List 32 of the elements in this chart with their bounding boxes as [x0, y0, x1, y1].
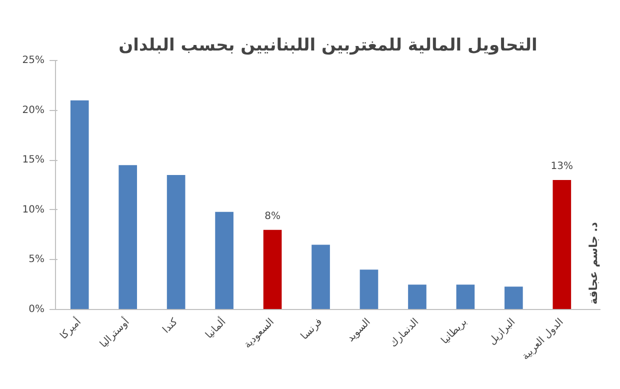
x-tick-label: أميركا: [57, 315, 84, 342]
bar: [360, 270, 378, 310]
x-tick-label: السويد: [345, 316, 373, 344]
x-tick-label: أوستراليا: [96, 315, 132, 350]
bar: [504, 286, 523, 310]
bar: [118, 165, 138, 310]
data-label: 8%: [264, 210, 280, 222]
bar: [70, 100, 89, 310]
x-tick-label: الدنمارك: [388, 316, 422, 350]
x-tick-label: كندا: [161, 316, 180, 336]
bar: [166, 175, 186, 310]
chart-title: التحاويل المالية للمغتربين اللبنانيين بحسب البلدان: [118, 36, 538, 56]
bar: [408, 284, 426, 310]
x-tick-label: ألمانيا: [202, 315, 228, 342]
y-tick-label: 5%: [28, 254, 45, 266]
bar: [215, 212, 234, 310]
y-tick-label: 25%: [22, 55, 45, 66]
x-tick-label: البرازيل: [486, 316, 518, 348]
y-tick-label: 0%: [28, 304, 45, 315]
bar: [312, 244, 330, 310]
data-label: 13%: [550, 161, 574, 172]
y-tick-label: 10%: [22, 204, 45, 216]
y-tick-label: 15%: [22, 154, 45, 166]
x-tick-label: بريطانيا: [440, 316, 470, 346]
bar: [552, 180, 572, 310]
bar: [263, 230, 282, 310]
annotation: د. جاسم عجاقة: [586, 222, 600, 305]
x-tick-label: فرنسا: [299, 316, 325, 342]
y-tick-label: 20%: [22, 104, 45, 116]
x-tick-label: السعودية: [242, 316, 276, 351]
bar: [456, 284, 475, 310]
x-tick-label: الدول العربية: [520, 316, 566, 362]
